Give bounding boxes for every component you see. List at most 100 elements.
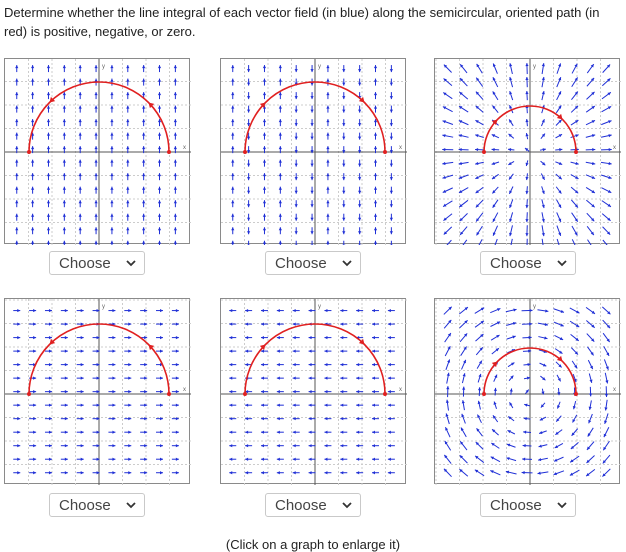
field-arrow — [94, 241, 97, 245]
field-arrow — [602, 106, 612, 111]
field-arrow — [340, 322, 347, 325]
field-arrow — [45, 444, 52, 447]
field-arrow — [541, 161, 546, 165]
field-arrow — [476, 334, 484, 341]
field-arrow — [604, 359, 608, 369]
field-arrow — [263, 200, 266, 207]
field-arrow — [158, 92, 161, 99]
field-arrow — [13, 363, 20, 366]
field-arrow — [587, 78, 594, 86]
field-arrow — [459, 162, 469, 165]
field-arrow — [358, 214, 361, 221]
x-axis-label: x — [399, 145, 402, 151]
field-arrow — [29, 444, 36, 447]
field-arrow — [554, 335, 563, 339]
field-arrow — [476, 213, 483, 222]
field-arrow — [61, 350, 68, 353]
answer-select-6[interactable]: Choose — [480, 493, 576, 517]
field-arrow — [13, 336, 20, 339]
field-arrow — [61, 390, 68, 393]
field-arrow — [541, 119, 544, 126]
field-arrow — [508, 363, 514, 367]
field-arrow — [490, 470, 500, 475]
field-arrow — [110, 227, 113, 234]
field-arrow — [293, 390, 300, 393]
field-arrow — [444, 227, 452, 235]
field-arrow — [15, 173, 18, 180]
field-arrow — [77, 377, 84, 380]
field-arrow — [340, 336, 347, 339]
field-arrow — [110, 160, 113, 167]
y-axis-label: y — [318, 64, 321, 70]
field-arrow — [556, 120, 562, 126]
answer-select-5[interactable]: Choose — [265, 493, 361, 517]
field-arrow — [388, 471, 395, 474]
field-arrow — [522, 471, 533, 474]
field-arrow — [342, 173, 345, 180]
field-arrow — [108, 363, 115, 366]
field-arrow — [588, 428, 594, 437]
y-axis-label: y — [318, 304, 321, 310]
field-arrow — [557, 402, 560, 409]
field-arrow — [172, 404, 179, 407]
field-arrow — [13, 431, 20, 434]
field-arrow — [156, 322, 163, 325]
y-axis-label: y — [533, 64, 536, 70]
answer-select-3[interactable]: Choose — [480, 251, 576, 275]
field-arrow — [460, 227, 467, 235]
field-arrow — [245, 471, 252, 474]
field-arrow — [586, 469, 595, 476]
graph-2-plot: yx — [221, 59, 407, 245]
answer-select-2[interactable]: Choose — [265, 251, 361, 275]
field-arrow — [342, 65, 345, 72]
field-arrow — [79, 241, 82, 245]
field-arrow — [47, 65, 50, 72]
field-arrow — [295, 92, 298, 99]
field-arrow — [509, 91, 513, 100]
field-arrow — [126, 187, 129, 194]
field-arrow — [77, 444, 84, 447]
field-arrow — [493, 63, 498, 73]
field-arrow — [476, 347, 482, 355]
field-arrow — [522, 458, 532, 461]
field-arrow — [388, 350, 395, 353]
chevron-down-icon — [557, 502, 567, 509]
field-arrow — [231, 133, 234, 140]
answer-select-1[interactable]: Choose — [49, 251, 145, 275]
field-arrow — [586, 320, 594, 327]
field-arrow — [245, 444, 252, 447]
field-arrow — [477, 428, 483, 436]
field-arrow — [47, 119, 50, 126]
field-arrow — [79, 160, 82, 167]
select-value: Choose — [59, 497, 111, 514]
vector-field — [442, 63, 611, 245]
field-arrow — [460, 240, 466, 245]
field-arrow — [601, 162, 612, 165]
field-arrow — [446, 359, 450, 369]
field-arrow — [601, 134, 612, 137]
field-arrow — [388, 363, 395, 366]
field-arrow — [172, 390, 179, 393]
field-arrow — [110, 133, 113, 140]
field-arrow — [557, 375, 561, 382]
field-arrow — [142, 187, 145, 194]
field-arrow — [475, 120, 483, 125]
field-arrow — [388, 444, 395, 447]
answer-select-4[interactable]: Choose — [49, 493, 145, 517]
field-arrow — [443, 214, 452, 221]
field-arrow — [15, 79, 18, 86]
field-arrow — [491, 457, 500, 462]
field-arrow — [342, 241, 345, 245]
field-arrow — [247, 187, 250, 194]
field-arrow — [293, 444, 300, 447]
field-arrow — [142, 119, 145, 126]
field-arrow — [586, 200, 594, 207]
field-arrow — [15, 133, 18, 140]
field-arrow — [509, 174, 513, 180]
